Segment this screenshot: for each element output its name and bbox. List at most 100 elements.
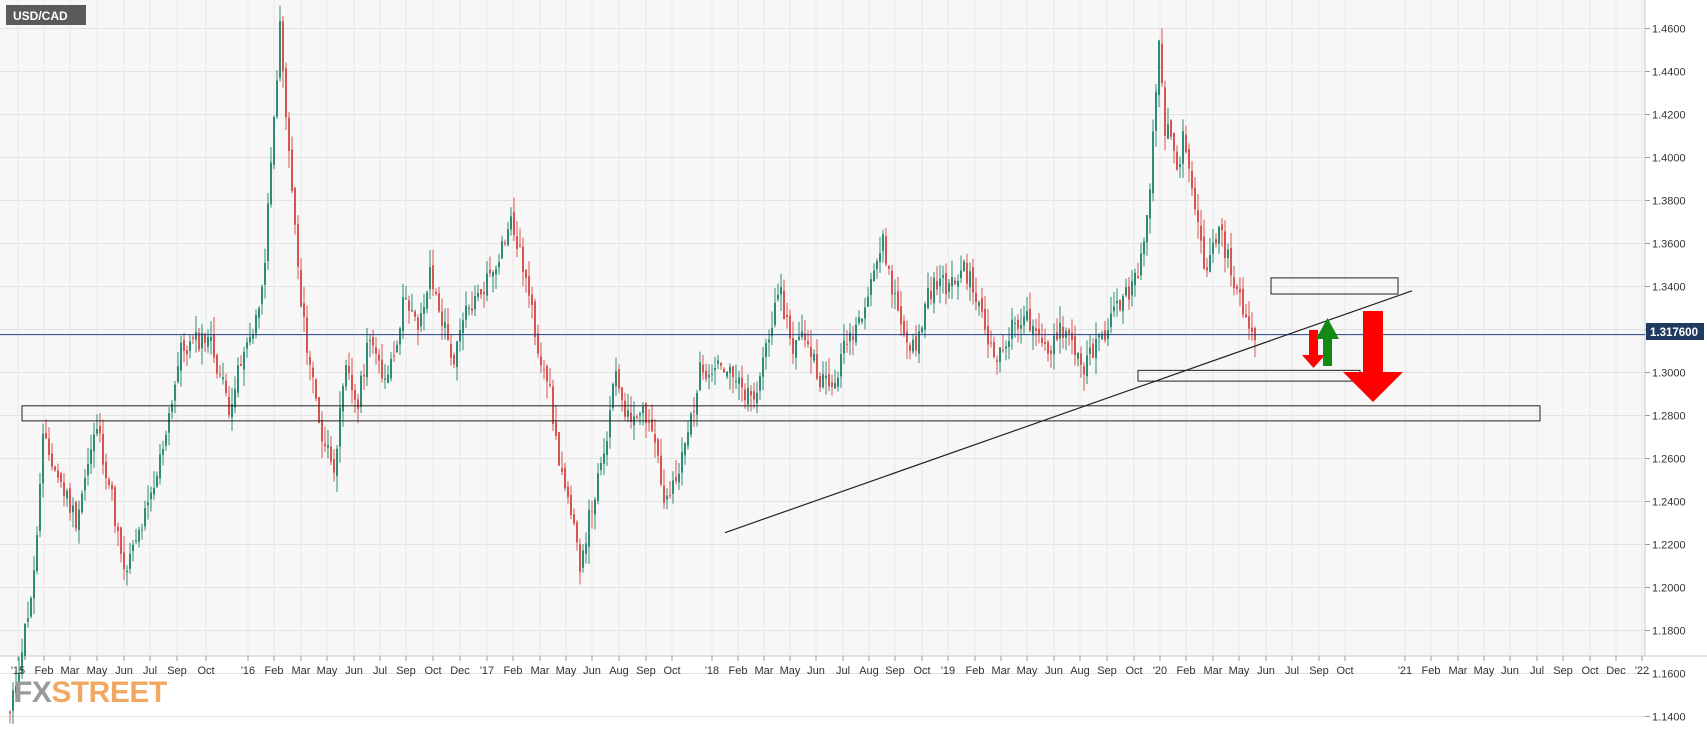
- candle-body: [300, 270, 302, 307]
- candle-body: [432, 265, 434, 290]
- candle-body: [951, 277, 953, 287]
- x-tick-label: Oct: [1581, 665, 1598, 677]
- candle-body: [519, 244, 521, 246]
- candle-body: [909, 345, 911, 351]
- y-tick-label: 1.4600: [1652, 24, 1686, 36]
- candle-body: [183, 340, 185, 352]
- y-tick-label: 1.2400: [1652, 497, 1686, 509]
- candle-body: [969, 271, 971, 288]
- x-axis: '15 Feb Mar May Jun Jul Sep Oct '16 Feb Mar May Jun J…: [11, 656, 1649, 677]
- candle-body: [36, 535, 38, 572]
- candle-body: [1062, 326, 1064, 338]
- candle-body: [246, 342, 248, 349]
- candle-body: [945, 272, 947, 295]
- x-tick-label: Sep: [1309, 665, 1329, 677]
- candle-body: [690, 413, 692, 435]
- x-tick-label: Aug: [609, 665, 629, 677]
- candle-body: [723, 369, 725, 373]
- candle-body: [828, 374, 830, 387]
- candle-body: [765, 343, 767, 357]
- candle-body: [1188, 149, 1190, 169]
- candle-body: [627, 410, 629, 417]
- candle-body: [612, 384, 614, 408]
- candle-body: [450, 344, 452, 358]
- x-tick-label: Oct: [1125, 665, 1142, 677]
- fxstreet-watermark: FXSTREET: [14, 676, 167, 709]
- candle-body: [984, 308, 986, 330]
- candle-body: [1110, 313, 1112, 328]
- candle-body: [561, 468, 563, 472]
- candle-body: [864, 307, 866, 319]
- candle-body: [732, 366, 734, 378]
- candle-body: [180, 342, 182, 371]
- candle-body: [279, 20, 281, 78]
- candle-body: [90, 449, 92, 464]
- candle-body: [780, 287, 782, 295]
- x-tick-label: May: [317, 665, 338, 677]
- candle-body: [171, 403, 173, 412]
- candle-body: [735, 381, 737, 383]
- symbol-label[interactable]: USD/CAD: [6, 5, 86, 25]
- candles: [9, 5, 1256, 724]
- candle-body: [339, 407, 341, 447]
- candle-body: [1077, 352, 1079, 359]
- candle-body: [1197, 210, 1199, 222]
- candle-body: [120, 527, 122, 554]
- candle-body: [813, 353, 815, 361]
- candle-body: [657, 439, 659, 456]
- candle-body: [174, 384, 176, 401]
- candle-body: [219, 374, 221, 376]
- candle-body: [768, 339, 770, 343]
- candle-body: [1215, 239, 1217, 244]
- candle-body: [210, 336, 212, 341]
- candle-body: [114, 487, 116, 527]
- candle-body: [1203, 236, 1205, 269]
- candle-body: [1044, 342, 1046, 344]
- candle-body: [837, 377, 839, 387]
- annotations: [0, 277, 1645, 534]
- candle-body: [666, 495, 668, 500]
- candle-body: [144, 508, 146, 527]
- x-tick-label: Sep: [636, 665, 656, 677]
- candle-body: [510, 216, 512, 230]
- candle-body: [270, 162, 272, 205]
- candle-body: [927, 287, 929, 309]
- candle-body: [1128, 286, 1130, 300]
- candle-body: [309, 357, 311, 365]
- candle-body: [771, 328, 773, 337]
- candle-body: [975, 292, 977, 302]
- x-tick-label: Mar: [1204, 665, 1223, 677]
- candle-body: [1053, 335, 1055, 355]
- candle-body: [507, 229, 509, 246]
- candle-body: [870, 279, 872, 295]
- candle-body: [240, 364, 242, 367]
- candle-body: [147, 502, 149, 506]
- candle-body: [456, 341, 458, 368]
- candle-body: [327, 445, 329, 448]
- y-tick-label: 1.1400: [1652, 712, 1686, 724]
- candle-body: [1074, 336, 1076, 356]
- candle-body: [1230, 247, 1232, 276]
- x-tick-label: May: [87, 665, 108, 677]
- candle-body: [57, 470, 59, 478]
- x-tick-label: Jul: [1530, 665, 1544, 677]
- candle-body: [726, 371, 728, 377]
- candle-body: [372, 337, 374, 346]
- candle-body: [729, 366, 731, 373]
- candle-body: [21, 652, 23, 674]
- candle-body: [714, 368, 716, 371]
- candle-body: [192, 337, 194, 339]
- candle-body: [66, 490, 68, 499]
- candle-body: [1206, 267, 1208, 271]
- candle-body: [1242, 288, 1244, 315]
- candle-body: [48, 438, 50, 455]
- candle-body: [63, 482, 65, 496]
- candle-body: [153, 487, 155, 495]
- candle-body: [720, 362, 722, 366]
- x-tick-label: Mar: [61, 665, 80, 677]
- candle-body: [651, 419, 653, 432]
- candle-body: [960, 270, 962, 279]
- candle-body: [1176, 151, 1178, 170]
- candle-body: [126, 570, 128, 573]
